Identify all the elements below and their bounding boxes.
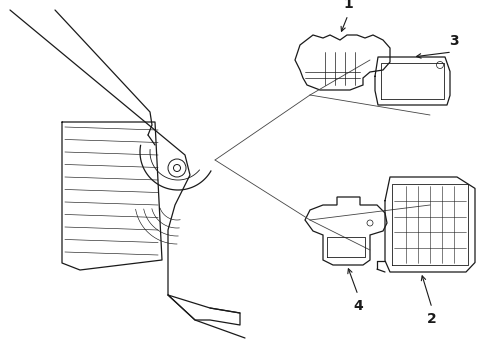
Text: 1: 1 [343, 0, 353, 11]
Text: 4: 4 [353, 299, 363, 313]
Text: 2: 2 [427, 312, 437, 326]
Text: 3: 3 [449, 34, 459, 48]
